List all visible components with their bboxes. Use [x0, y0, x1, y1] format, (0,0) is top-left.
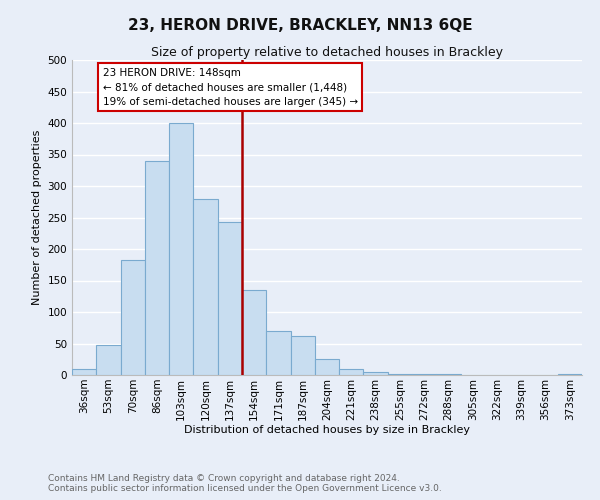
Bar — [193, 198, 218, 375]
Bar — [364, 372, 388, 375]
Bar — [242, 290, 266, 375]
Bar — [145, 161, 169, 375]
Text: 23, HERON DRIVE, BRACKLEY, NN13 6QE: 23, HERON DRIVE, BRACKLEY, NN13 6QE — [128, 18, 472, 32]
Bar — [412, 374, 436, 375]
Bar — [218, 222, 242, 375]
Text: 23 HERON DRIVE: 148sqm
← 81% of detached houses are smaller (1,448)
19% of semi-: 23 HERON DRIVE: 148sqm ← 81% of detached… — [103, 68, 358, 106]
X-axis label: Distribution of detached houses by size in Brackley: Distribution of detached houses by size … — [184, 426, 470, 436]
Text: Contains public sector information licensed under the Open Government Licence v3: Contains public sector information licen… — [48, 484, 442, 493]
Bar — [315, 359, 339, 375]
Bar — [169, 123, 193, 375]
Bar — [96, 346, 121, 375]
Bar — [558, 374, 582, 375]
Bar — [72, 368, 96, 375]
Y-axis label: Number of detached properties: Number of detached properties — [32, 130, 42, 305]
Bar — [290, 336, 315, 375]
Bar — [266, 331, 290, 375]
Bar — [388, 374, 412, 375]
Text: Contains HM Land Registry data © Crown copyright and database right 2024.: Contains HM Land Registry data © Crown c… — [48, 474, 400, 483]
Bar — [121, 260, 145, 375]
Bar — [339, 368, 364, 375]
Title: Size of property relative to detached houses in Brackley: Size of property relative to detached ho… — [151, 46, 503, 59]
Bar — [436, 374, 461, 375]
